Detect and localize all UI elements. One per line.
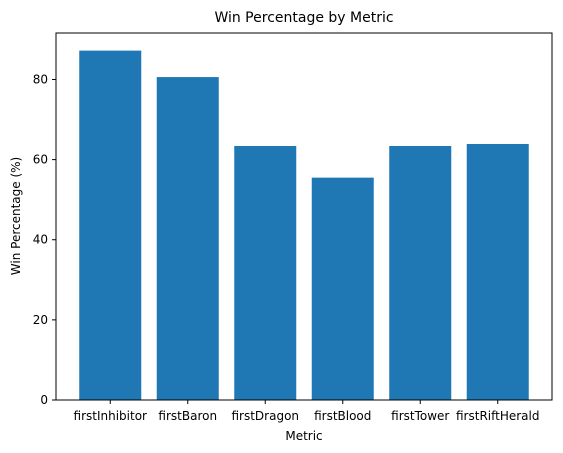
- x-tick-label: firstBaron: [158, 409, 217, 423]
- plot-frame: [55, 32, 553, 401]
- bar-firstInhibitor: [79, 50, 142, 400]
- y-tick-label: 40: [33, 233, 48, 247]
- chart-title: Win Percentage by Metric: [214, 10, 393, 26]
- y-axis-label: Win Percentage (%): [9, 157, 23, 275]
- bar-firstDragon: [234, 145, 297, 400]
- y-tick-label: 0: [40, 393, 48, 407]
- x-tick-label: firstRiftHerald: [456, 409, 539, 423]
- bar-firstTower: [389, 145, 452, 400]
- bar-firstRiftHerald: [466, 143, 529, 401]
- y-axis-ticks: 0 20 40 60 80: [33, 72, 56, 407]
- y-tick-label: 80: [33, 72, 48, 86]
- x-axis-label: Metric: [285, 429, 322, 443]
- x-tick-label: firstBlood: [314, 409, 371, 423]
- x-tick-label: firstInhibitor: [74, 409, 148, 423]
- x-tick-label: firstDragon: [231, 409, 299, 423]
- y-tick-label: 20: [33, 313, 48, 327]
- x-tick-label: firstTower: [391, 409, 449, 423]
- y-tick-label: 60: [33, 153, 48, 167]
- bars-group: [79, 50, 529, 401]
- bar-firstBaron: [156, 77, 219, 400]
- bar-firstBlood: [311, 177, 374, 400]
- x-axis-ticks: firstInhibitor firstBaron firstDragon first…: [74, 400, 539, 423]
